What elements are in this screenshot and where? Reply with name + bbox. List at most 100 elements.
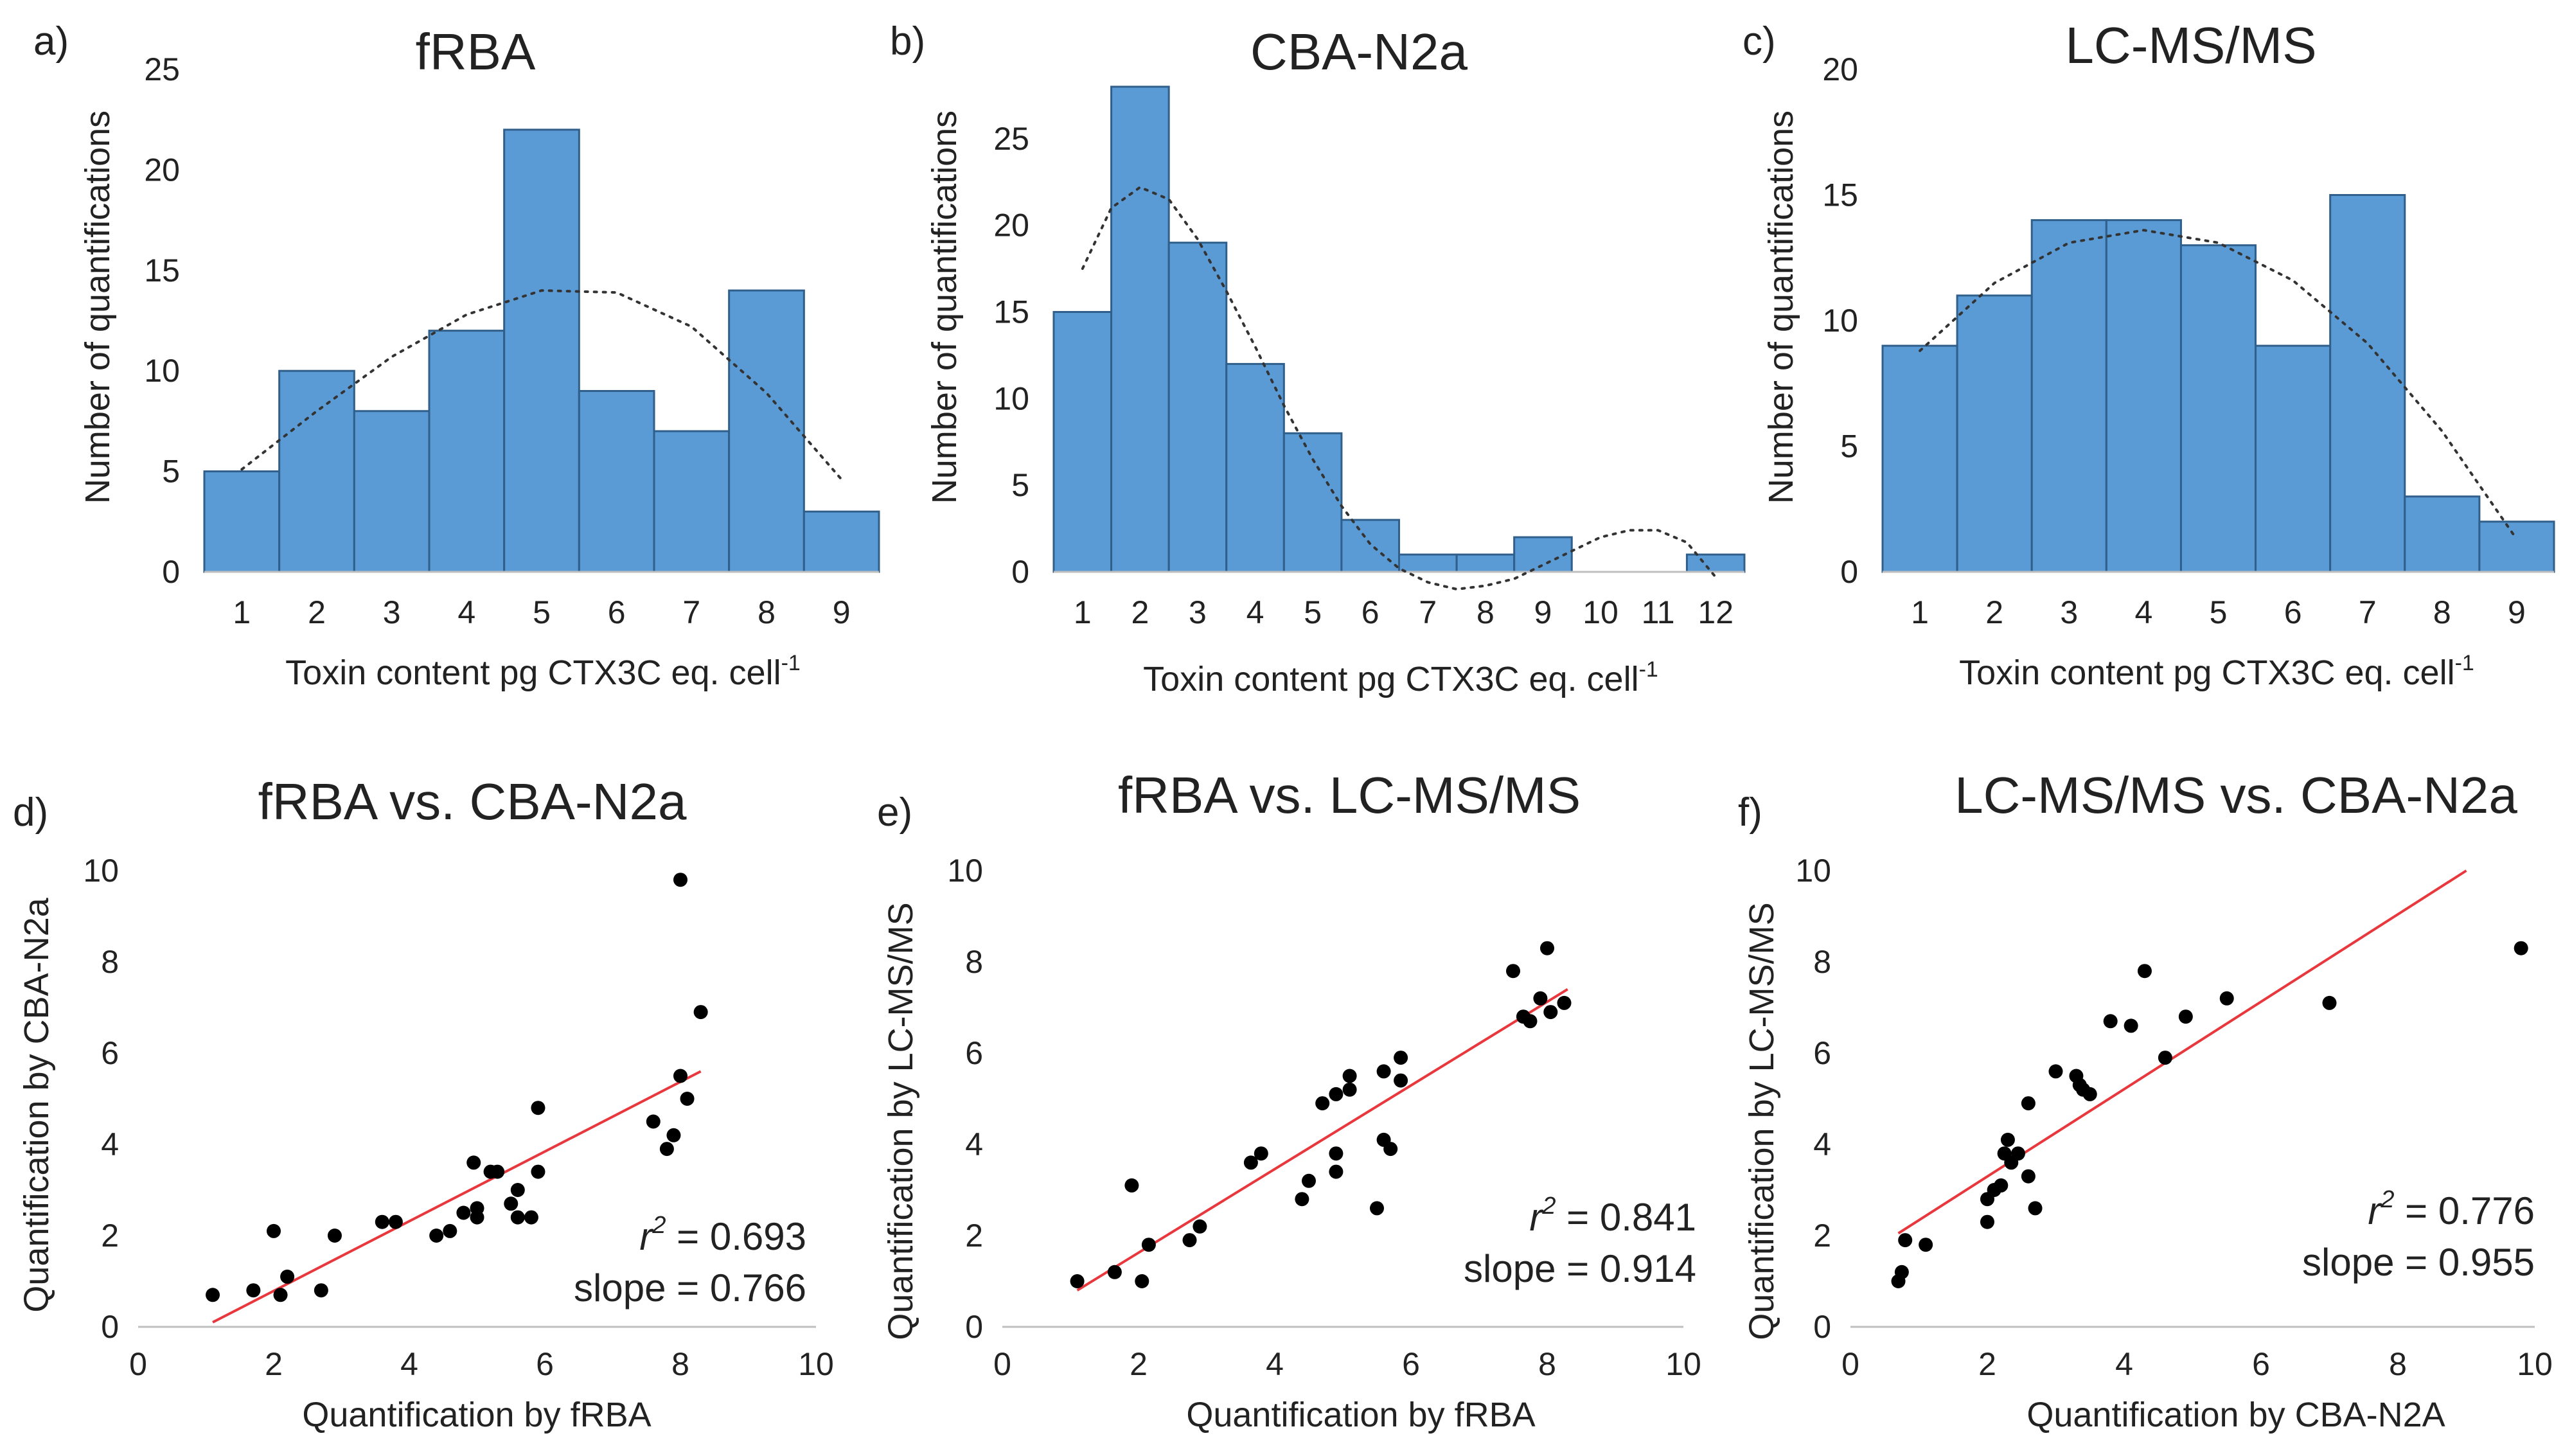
y-tick-label: 6 <box>101 1035 119 1071</box>
x-ticks: 0 2 4 6 8 10 <box>1841 1346 2553 1382</box>
histogram-bar <box>578 389 655 573</box>
x-tick-label: 11 <box>1642 594 1675 630</box>
y-tick-label: 0 <box>1813 1309 1831 1345</box>
scatter-point <box>375 1214 389 1229</box>
y-ticks: 0 2 4 6 8 10 <box>947 853 983 1345</box>
y-tick-label: 4 <box>101 1126 119 1162</box>
x-tick-label: 5 <box>2210 594 2228 630</box>
chart-title: LC-MS/MS vs. CBA-N2a <box>1955 767 2517 824</box>
scatter-point <box>1376 1064 1391 1079</box>
histogram-bar <box>1110 85 1170 573</box>
scatter-point <box>490 1164 505 1179</box>
scatter-point <box>327 1229 342 1243</box>
x-tick-label: 2 <box>308 594 326 630</box>
scatter-point <box>1523 1014 1538 1029</box>
y-axis-label: Number of quantifications <box>78 111 117 504</box>
x-axis-label: Quantification by fRBA <box>302 1396 651 1434</box>
x-axis-label-sup: -1 <box>1639 657 1658 682</box>
histogram-bar <box>1956 294 2033 573</box>
x-tick-label: 0 <box>1841 1346 1859 1382</box>
scatter-point <box>510 1210 525 1225</box>
panel-letter: b) <box>890 19 925 64</box>
slope-annotation: slope = 0.914 <box>1464 1247 1696 1290</box>
chart-title: fRBA vs. CBA-N2a <box>258 773 687 830</box>
x-tick-label: 4 <box>1266 1346 1284 1382</box>
r-squared-annotation: r2 = 0.693 <box>639 1212 806 1258</box>
x-ticks: 0 2 4 6 8 10 <box>993 1346 1701 1382</box>
x-tick-label: 10 <box>798 1346 834 1382</box>
x-tick-label: 1 <box>233 594 251 630</box>
y-tick-label: 0 <box>1011 554 1029 590</box>
y-tick-label: 8 <box>101 944 119 980</box>
y-ticks: 0 2 4 6 8 10 <box>83 853 119 1345</box>
x-tick-label: 2 <box>265 1346 283 1382</box>
y-tick-label: 2 <box>101 1218 119 1254</box>
y-tick-label: 0 <box>162 554 180 590</box>
scatter-point <box>1141 1238 1156 1252</box>
scatter-point <box>1302 1173 1316 1188</box>
y-tick-label: 4 <box>965 1126 983 1162</box>
slope-annotation: slope = 0.766 <box>574 1266 806 1310</box>
polynomial-trendline <box>1919 229 2518 541</box>
scatter-point <box>1506 964 1520 979</box>
y-tick-label: 8 <box>965 944 983 980</box>
scatter-point <box>1124 1178 1139 1193</box>
scatter-point <box>504 1196 519 1211</box>
x-tick-label: 4 <box>400 1346 418 1382</box>
histogram-bar <box>2478 520 2555 573</box>
x-axis-label: Toxin content pg CTX3C eq. cell-1 <box>1143 657 1658 698</box>
scatter-point <box>1394 1051 1408 1065</box>
x-tick-label: 7 <box>2359 594 2377 630</box>
r-squared-exponent: 2 <box>2380 1186 2394 1213</box>
scatter-point <box>314 1283 328 1298</box>
histogram-bar <box>1398 553 1458 573</box>
data-points <box>1070 941 1572 1288</box>
scatter-point <box>2219 991 2234 1006</box>
x-tick-label: 8 <box>1538 1346 1556 1382</box>
x-ticks: 1 2 3 4 5 6 7 8 9 <box>233 594 850 630</box>
histogram-bar <box>2404 495 2481 573</box>
scatter-point <box>1342 1082 1357 1097</box>
scatter-point <box>1370 1201 1384 1216</box>
scatter-point <box>1533 991 1548 1006</box>
x-tick-label: 9 <box>2508 594 2526 630</box>
x-tick-label: 7 <box>682 594 700 630</box>
x-tick-label: 8 <box>2433 594 2451 630</box>
regression-line <box>1076 988 1568 1292</box>
histogram-bar <box>1513 536 1573 573</box>
x-tick-label: 7 <box>1419 594 1437 630</box>
x-tick-label: 0 <box>129 1346 147 1382</box>
scatter-panel-lc-ms-ms-vs-cba-n2a: f) LC-MS/MS vs. CBA-N2a Quantification b… <box>1738 767 2553 1434</box>
scatter-point <box>267 1223 281 1238</box>
x-tick-label: 6 <box>2284 594 2302 630</box>
scatter-point <box>1295 1192 1309 1207</box>
scatter-point <box>1193 1219 1207 1234</box>
data-points <box>1891 941 2528 1288</box>
histogram-bar <box>1052 311 1113 573</box>
histogram-panel-cba-n2a: b) CBA-N2a Number of quantifications Tox… <box>890 19 1746 698</box>
histogram-bar <box>503 129 580 573</box>
scatter-point <box>1329 1164 1344 1179</box>
regression-line <box>212 1070 702 1324</box>
y-ticks: 0 2 4 6 8 10 <box>1795 853 1831 1345</box>
scatter-point <box>429 1229 444 1243</box>
x-tick-label: 8 <box>671 1346 689 1382</box>
polynomial-trendline <box>240 289 843 481</box>
scatter-point <box>1543 1005 1558 1020</box>
scatter-point <box>456 1205 471 1220</box>
scatter-point <box>659 1142 674 1157</box>
bars <box>1881 194 2555 573</box>
scatter-point <box>1107 1265 1122 1279</box>
r-symbol: r <box>639 1215 653 1258</box>
x-tick-label: 4 <box>2134 594 2152 630</box>
x-tick-label: 9 <box>833 594 851 630</box>
r-squared-exponent: 2 <box>652 1212 666 1239</box>
scatter-point <box>470 1201 484 1216</box>
scatter-point <box>510 1183 525 1197</box>
x-tick-label: 2 <box>1978 1346 1996 1382</box>
histogram-bar <box>1340 519 1401 573</box>
histogram-bar <box>653 430 731 573</box>
scatter-point <box>2178 1009 2193 1024</box>
scatter-panel-frba-vs-cba-n2a: d) fRBA vs. CBA-N2a Quantification by CB… <box>13 773 834 1434</box>
y-axis-label: Number of quantifications <box>1762 111 1800 504</box>
